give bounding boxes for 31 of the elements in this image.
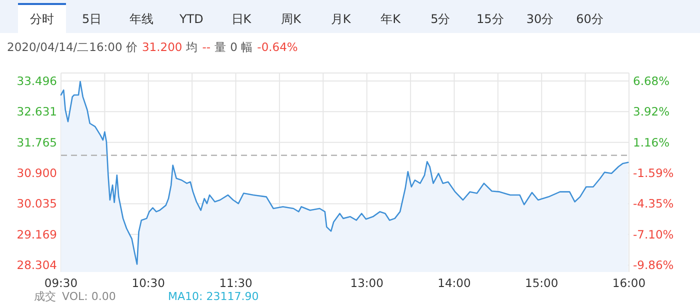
text: 成交 xyxy=(34,290,56,303)
text: -- xyxy=(202,40,211,54)
tabs: 分时 5日 年线 YTD 日K 周K 月K 年K 5分 15分 30分 60分 xyxy=(18,3,604,33)
y2-tick-label: -9.86% xyxy=(633,258,674,272)
text: VOL: 0.00 xyxy=(62,290,116,303)
y-tick-label: 33.496 xyxy=(16,74,57,88)
x-tick-label: 15:00 xyxy=(525,276,558,290)
y2-tick-label: -7.10% xyxy=(633,227,674,242)
y-tick-label: 30.035 xyxy=(16,196,57,211)
y-tick-label: 29.169 xyxy=(16,227,57,242)
x-tick-label: 09:30 xyxy=(44,276,78,290)
text: -0.64% xyxy=(257,40,298,54)
y2-tick-label: -1.59% xyxy=(633,166,674,180)
y2-tick-label: -4.35% xyxy=(633,196,674,211)
y2-tick-label: 6.68% xyxy=(633,74,670,88)
text: 2020/04/14/二16:00 价 xyxy=(7,40,138,54)
text: 量 0 幅 xyxy=(214,40,254,54)
x-tick-label: 14:00 xyxy=(438,276,471,290)
text: 均 xyxy=(185,40,198,54)
y2-tick-label: 3.92% xyxy=(633,104,670,119)
y2-tick-label: 1.16% xyxy=(633,135,670,150)
text: MA10: 23117.90 xyxy=(168,290,259,303)
x-tick-label: 10:30 xyxy=(132,276,165,290)
text: 31.200 xyxy=(142,40,182,54)
y-tick-label: 31.765 xyxy=(16,135,57,150)
x-tick-label: 13:00 xyxy=(350,276,384,290)
y-tick-label: 32.631 xyxy=(16,104,57,119)
y-tick-label: 30.900 xyxy=(16,166,57,180)
y-tick-label: 28.304 xyxy=(16,258,57,272)
x-tick-label: 11:30 xyxy=(219,276,252,290)
x-tick-label: 16:00 xyxy=(612,276,646,290)
